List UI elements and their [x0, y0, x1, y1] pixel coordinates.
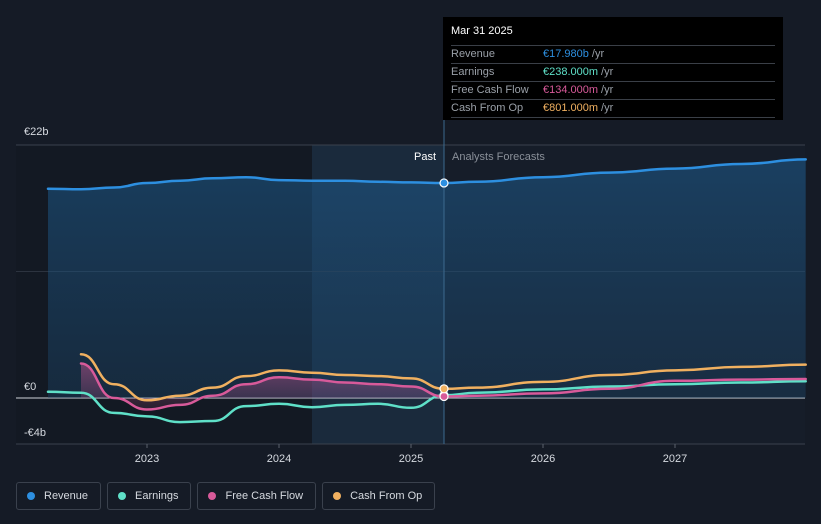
tooltip-value: €17.980b [543, 48, 589, 60]
legend-label: Revenue [44, 490, 89, 502]
cash-from-op-line [79, 353, 807, 402]
tooltip-row-cash-from-op: Cash From Op €801.000m /yr [451, 100, 775, 118]
tooltip-unit: /yr [601, 84, 614, 96]
legend-item-earnings[interactable]: Earnings [107, 482, 192, 510]
free-cash-flow-area [81, 363, 444, 410]
tooltip-label: Revenue [451, 48, 496, 60]
revenue-area [48, 159, 806, 398]
x-tick-label: 2026 [531, 453, 555, 465]
earnings-line [46, 380, 807, 424]
legend-dot-icon [333, 492, 342, 500]
legend-label: Free Cash Flow [225, 490, 304, 502]
revenue-line [46, 158, 807, 191]
tooltip-value: €134.000m [543, 84, 599, 96]
legend-label: Earnings [135, 490, 179, 502]
tooltip: Mar 31 2025 Revenue €17.980b /yr Earning… [443, 17, 783, 120]
legend-dot-icon [208, 492, 217, 500]
past-label: Past [414, 151, 436, 163]
tooltip-label: Earnings [451, 66, 495, 78]
tooltip-unit: /yr [601, 66, 614, 78]
tooltip-row-earnings: Earnings €238.000m /yr [451, 64, 775, 82]
tooltip-date: Mar 31 2025 [451, 23, 775, 46]
legend-label: Cash From Op [350, 490, 423, 502]
cash-from-op-marker [439, 384, 449, 394]
free-cash-flow-line [79, 362, 807, 411]
tooltip-row-free-cash-flow: Free Cash Flow €134.000m /yr [451, 82, 775, 100]
tooltip-unit: /yr [591, 48, 605, 60]
tooltip-value: €238.000m [543, 66, 599, 78]
tooltip-unit: /yr [601, 102, 614, 114]
tooltip-label: Free Cash Flow [451, 84, 529, 96]
legend-item-free-cash-flow[interactable]: Free Cash Flow [197, 482, 317, 510]
legend-item-cash-from-op[interactable]: Cash From Op [322, 482, 436, 510]
revenue-marker [439, 178, 449, 188]
y-tick-label: €22b [24, 126, 48, 138]
x-tick-label: 2027 [663, 453, 687, 465]
tooltip-row-revenue: Revenue €17.980b /yr [451, 46, 775, 64]
x-tick-label: 2025 [399, 453, 423, 465]
legend-dot-icon [27, 492, 35, 500]
financial-chart: Past Analysts Forecasts €22b €0 -€4b 2023 2024… [16, 120, 807, 465]
tooltip-label: Cash From Op [451, 102, 524, 114]
legend: Revenue Earnings Free Cash Flow Cash Fro… [16, 482, 436, 512]
x-tick-label: 2023 [135, 453, 159, 465]
forecast-label: Analysts Forecasts [452, 151, 545, 163]
y-tick-label: -€4b [24, 427, 46, 439]
free-cash-flow-marker [439, 391, 449, 402]
y-tick-label: €0 [24, 381, 36, 393]
legend-item-revenue[interactable]: Revenue [16, 482, 102, 510]
x-tick-label: 2024 [267, 453, 291, 465]
legend-dot-icon [118, 492, 127, 500]
tooltip-value: €801.000m [543, 102, 599, 114]
